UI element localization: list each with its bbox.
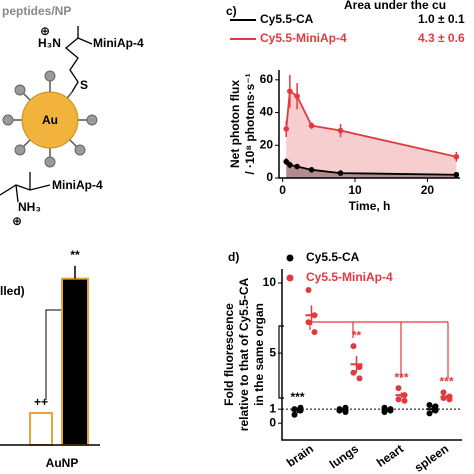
y-axis-label: Fold fluorescence <box>222 303 236 406</box>
point <box>350 369 357 376</box>
point <box>453 171 460 178</box>
amine-label: H₃N <box>38 36 61 50</box>
point <box>308 122 315 129</box>
point <box>426 410 433 417</box>
point <box>401 397 408 404</box>
y-axis-label: / ·10⁸ photons·s⁻¹ <box>243 73 257 174</box>
free-amine-bond <box>15 184 19 203</box>
x-tick-label: heart <box>374 442 406 470</box>
free-chain <box>0 184 51 196</box>
gold-core <box>21 91 79 149</box>
significance: *** <box>394 370 408 384</box>
legend-swatch <box>286 274 294 282</box>
ligand-knobs <box>2 70 98 168</box>
point <box>426 401 433 408</box>
charge-label: ⊕ <box>40 24 50 38</box>
point <box>287 162 293 168</box>
point <box>356 364 363 371</box>
point <box>308 167 315 173</box>
point <box>337 170 344 176</box>
x-tick-label: 20 <box>421 183 435 197</box>
area <box>286 161 457 178</box>
legend-label: Cy5.5-MiniAp-4 <box>306 270 393 284</box>
point <box>446 396 453 403</box>
y-axis-label: Net photon flux <box>228 80 242 168</box>
point <box>395 385 402 392</box>
legend-auc: 1.0 ± 0.1 <box>418 12 465 26</box>
point <box>311 329 318 336</box>
linker-chain <box>64 37 93 93</box>
x-tick-label: 0 <box>279 183 286 197</box>
significance: ++ <box>34 395 48 409</box>
y-tick-label: 60 <box>260 72 274 86</box>
legend-label: Cy5.5-CA <box>306 250 360 264</box>
y-tick-label: 1 <box>269 401 276 415</box>
x-tick-label: spleen <box>412 442 451 474</box>
charge-label: ⊕ <box>12 214 22 228</box>
panel-label: d) <box>228 250 239 264</box>
amine-label: NH₃ <box>18 200 41 214</box>
axes <box>281 269 462 441</box>
diagram-title: peptides/NP <box>2 4 71 18</box>
legend-label: Cy5.5-CA <box>260 12 314 26</box>
legend-auc: 4.3 ± 0.6 <box>418 31 465 45</box>
legend-title: Area under the cu <box>344 0 446 12</box>
y-axis-label: in the same organ <box>252 303 266 406</box>
point <box>291 411 298 418</box>
point <box>453 153 460 160</box>
core-label: Au <box>42 113 58 127</box>
x-tick-label: lungs <box>327 441 362 471</box>
x-tick-label: AuNP <box>46 456 79 470</box>
point <box>337 127 344 134</box>
y-tick-label: 0 <box>266 170 273 184</box>
y-tick-label: 20 <box>260 137 274 151</box>
bar <box>61 277 89 446</box>
point <box>294 163 300 170</box>
point <box>350 343 357 350</box>
x-axis-label: Time, h <box>349 199 391 213</box>
point <box>440 389 447 396</box>
significance: ** <box>352 328 362 342</box>
significance: *** <box>439 375 453 389</box>
legend-label: Cy5.5-MiniAp-4 <box>260 31 347 45</box>
bar <box>29 412 53 446</box>
point <box>287 88 293 95</box>
nanoparticle-diagram: peptides/NP Au S H₃N ⊕ MiniAp-4 MiniAp-4… <box>0 4 144 228</box>
legend-swatch <box>286 254 294 262</box>
point <box>294 93 300 99</box>
x-tick-label: 10 <box>348 183 362 197</box>
point <box>305 319 312 326</box>
y-axis-label: relative to that of Cy5.5-CA <box>237 277 251 431</box>
y-tick-label: 40 <box>260 105 274 119</box>
peptide-label: MiniAp-4 <box>52 178 103 192</box>
y-tick-label: 0 <box>269 415 276 429</box>
sulfur-label: S <box>80 78 88 92</box>
point <box>283 158 290 165</box>
point <box>283 126 290 132</box>
point <box>395 396 402 403</box>
point <box>305 287 312 294</box>
y-axis-label-fragment: lled) <box>0 284 25 298</box>
y-tick-label: 5 <box>269 345 276 359</box>
significance: ** <box>70 248 80 262</box>
panel-label: c) <box>226 4 237 18</box>
point <box>432 403 439 410</box>
y-tick-label: 10 <box>263 275 277 289</box>
area <box>286 91 457 178</box>
significance-bracket <box>309 321 448 330</box>
peptide-label: MiniAp-4 <box>93 36 144 50</box>
significance: *** <box>290 390 304 404</box>
point <box>356 375 363 382</box>
x-tick-label: brain <box>284 442 316 470</box>
